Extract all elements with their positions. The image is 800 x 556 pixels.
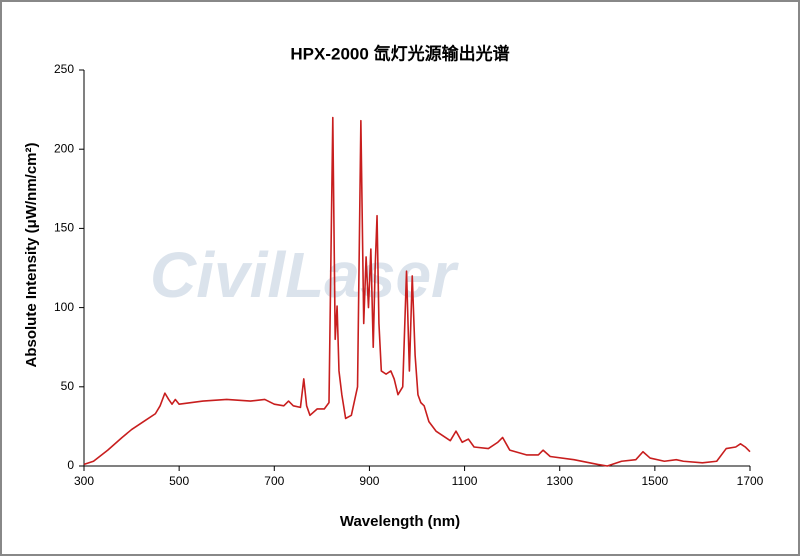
x-tick-label: 900 xyxy=(359,474,379,488)
y-tick-label: 50 xyxy=(61,379,75,393)
x-tick-label: 1300 xyxy=(546,474,573,488)
x-tick-label: 1100 xyxy=(452,474,478,488)
y-tick-label: 250 xyxy=(54,62,74,76)
x-axis-label: Wavelength (nm) xyxy=(340,513,460,530)
x-tick-label: 500 xyxy=(169,474,189,488)
y-tick-label: 100 xyxy=(54,300,74,314)
y-axis-label: Absolute Intensity (μW/nm/cm²) xyxy=(23,142,40,367)
x-tick-label: 300 xyxy=(74,474,94,488)
spectrum-line xyxy=(83,116,751,467)
y-tick-label: 200 xyxy=(54,141,74,155)
x-tick-label: 700 xyxy=(264,474,284,488)
y-tick-label: 150 xyxy=(54,221,74,235)
x-tick-label: 1700 xyxy=(737,474,764,488)
y-tick-label: 0 xyxy=(67,458,74,472)
chart-title: HPX-2000 氙灯光源输出光谱 xyxy=(290,43,509,63)
x-tick-label: 1500 xyxy=(642,474,669,488)
